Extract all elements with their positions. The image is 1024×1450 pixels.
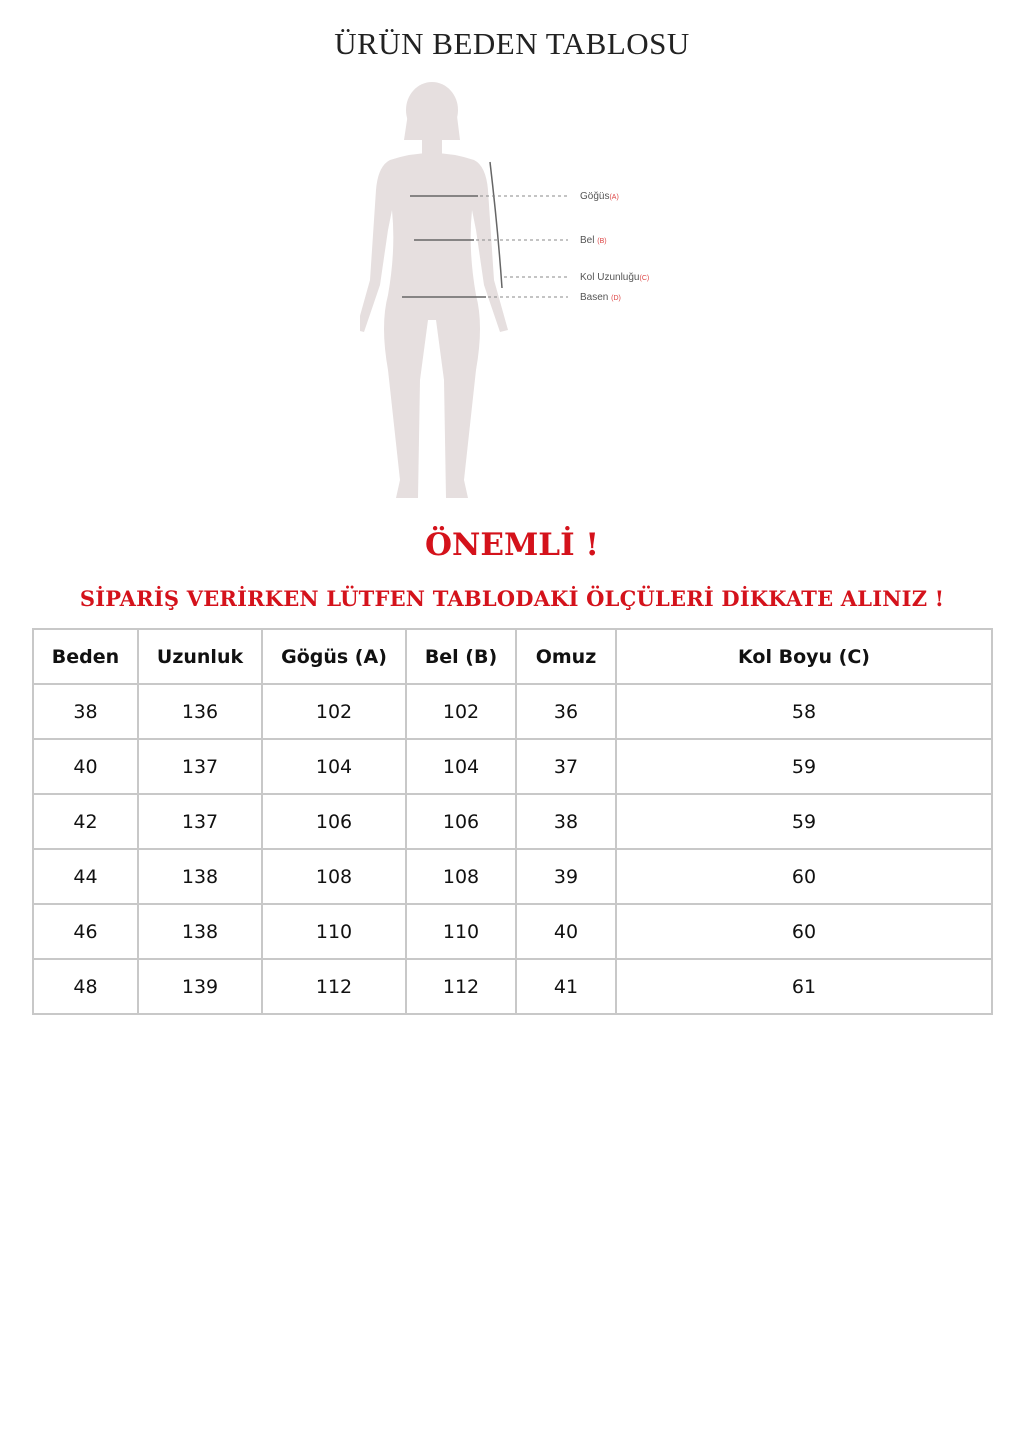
table-row: 44 138 108 108 39 60 [32,848,993,905]
table-row: 40 137 104 104 37 59 [32,738,993,795]
table-cell: 60 [615,848,993,905]
label-gogus: Göğüs(A) [580,191,619,202]
table-cell: 40 [32,738,139,795]
table-cell: 138 [137,848,263,905]
table-cell: 102 [405,683,517,740]
table-row: 46 138 110 110 40 60 [32,903,993,960]
label-bel: Bel (B) [580,235,607,246]
column-header: Bel (B) [405,628,517,685]
page-title: ÜRÜN BEDEN TABLOSU [334,26,690,61]
column-header: Gögüs (A) [261,628,407,685]
table-cell: 138 [137,903,263,960]
table-cell: 48 [32,958,139,1015]
table-cell: 137 [137,738,263,795]
table-cell: 38 [32,683,139,740]
table-cell: 37 [515,738,617,795]
table-cell: 58 [615,683,993,740]
table-cell: 42 [32,793,139,850]
table-cell: 39 [515,848,617,905]
table-cell: 59 [615,793,993,850]
table-cell: 106 [261,793,407,850]
table-cell: 108 [405,848,517,905]
table-cell: 106 [405,793,517,850]
table-cell: 110 [405,903,517,960]
table-row: 42 137 106 106 38 59 [32,793,993,850]
table-header-row: Beden Uzunluk Gögüs (A) Bel (B) Omuz Kol Boyu… [32,628,993,685]
table-cell: 59 [615,738,993,795]
body-silhouette [360,82,508,498]
table-cell: 137 [137,793,263,850]
notice-heading: ÖNEMLİ ! [425,527,599,563]
column-header: Uzunluk [137,628,263,685]
table-cell: 46 [32,903,139,960]
column-header: Beden [32,628,139,685]
table-cell: 38 [515,793,617,850]
table-cell: 40 [515,903,617,960]
table-cell: 44 [32,848,139,905]
table-cell: 104 [261,738,407,795]
table-cell: 41 [515,958,617,1015]
label-kol-uzunlugu: Kol Uzunluğu(C) [580,272,649,283]
body-measurement-diagram: Göğüs(A) Bel (B) Kol Uzunluğu(C) Basen (… [360,82,649,498]
table-cell: 104 [405,738,517,795]
notice-message: SİPARİŞ VERİRKEN LÜTFEN TABLODAKİ ÖLÇÜLE… [79,586,945,611]
table-cell: 102 [261,683,407,740]
table-cell: 112 [405,958,517,1015]
table-row: 48 139 112 112 41 61 [32,958,993,1015]
table-cell: 60 [615,903,993,960]
table-cell: 61 [615,958,993,1015]
table-cell: 136 [137,683,263,740]
table-cell: 36 [515,683,617,740]
size-table: Beden Uzunluk Gögüs (A) Bel (B) Omuz Kol Boyu… [32,628,993,1015]
column-header: Omuz [515,628,617,685]
table-row: 38 136 102 102 36 58 [32,683,993,740]
label-basen: Basen (D) [580,292,621,303]
table-cell: 139 [137,958,263,1015]
table-cell: 112 [261,958,407,1015]
table-cell: 108 [261,848,407,905]
column-header: Kol Boyu (C) [615,628,993,685]
table-cell: 110 [261,903,407,960]
